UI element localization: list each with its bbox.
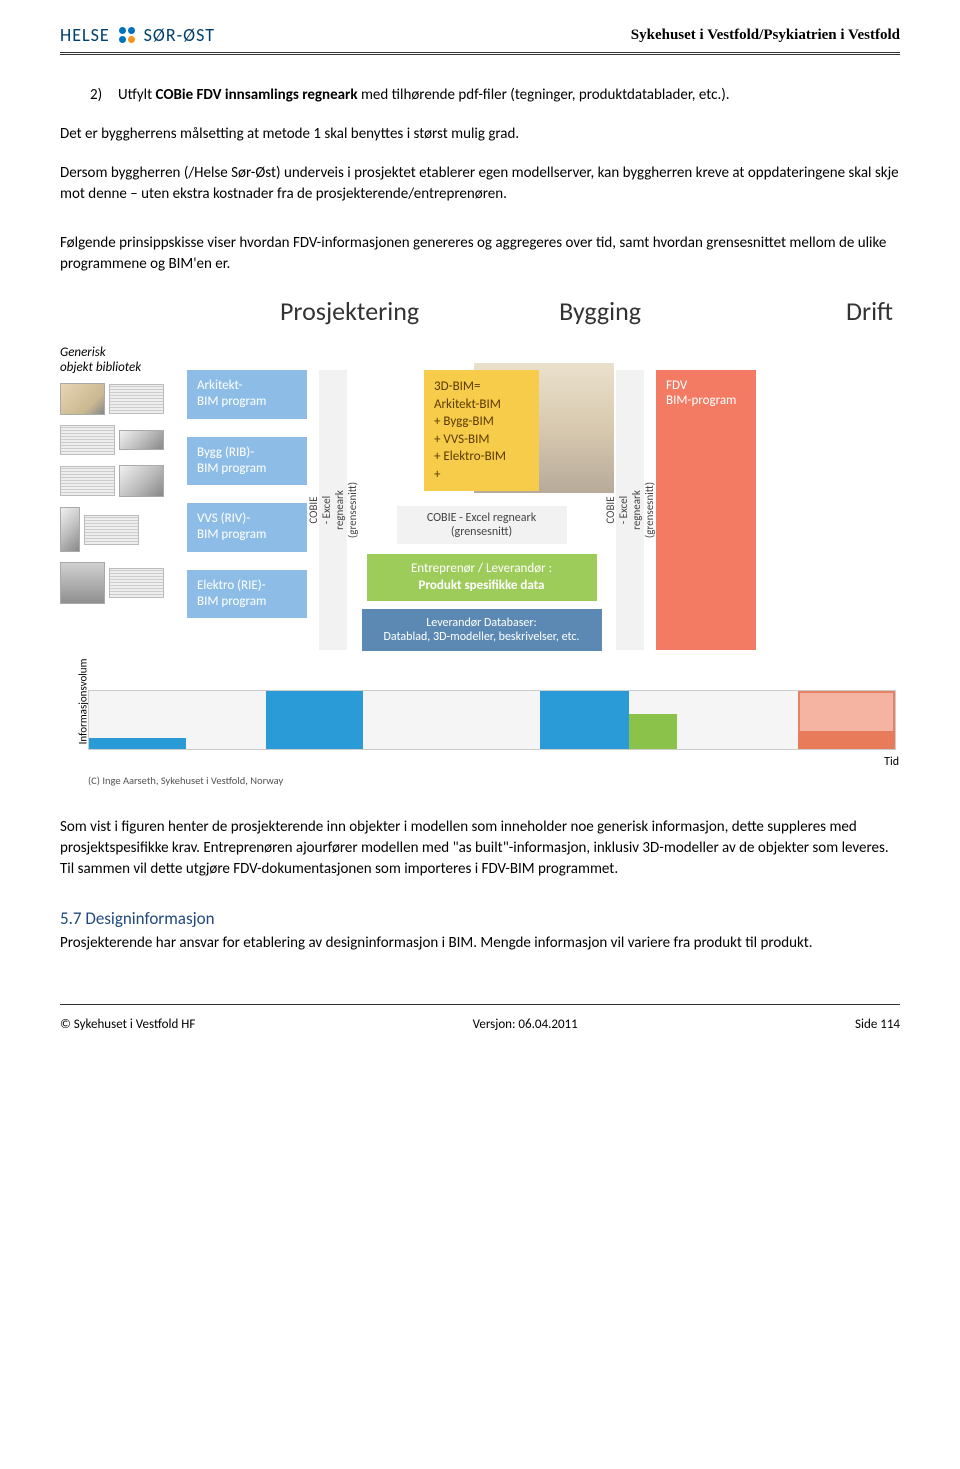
footer-right: Side 114 [855, 1017, 900, 1032]
library-column: Generisk objekt bibliotek [60, 345, 175, 651]
volume-track: Tid [88, 690, 896, 750]
program-vvs: VVS (RIV)- BIM program [187, 503, 307, 552]
list-content: Utfylt COBie FDV innsamlings regneark me… [118, 85, 730, 106]
volume-block [629, 714, 677, 749]
paragraph-4: Som vist i figuren henter de prosjektere… [60, 817, 900, 880]
phase-prosjektering: Prosjektering [280, 295, 419, 327]
header-divider [60, 52, 900, 55]
volume-block [540, 691, 629, 749]
library-item [60, 507, 175, 552]
entreprenor-box: Entreprenør / Leverandør : Produkt spesi… [367, 554, 597, 601]
page-footer: © Sykehuset i Vestfold HF Versjon: 06.04… [0, 1004, 960, 1056]
paragraph-3: Følgende prinsippskisse viser hvordan FD… [60, 233, 900, 275]
program-arkitekt: Arkitekt- BIM program [187, 370, 307, 419]
library-label: Generisk objekt bibliotek [60, 345, 175, 375]
library-item [60, 383, 175, 415]
volume-block [266, 691, 363, 749]
logo-dots-icon [119, 27, 135, 43]
paragraph-1: Det er byggherrens målsetting at metode … [60, 124, 900, 145]
volume-xlabel: Tid [884, 755, 899, 769]
library-item [60, 425, 175, 455]
section-heading: 5.7 Designinformasjon [60, 908, 900, 929]
bygging-column: 3D-BIM= Arkitekt-BIM + Bygg-BIM + VVS-BI… [359, 345, 604, 651]
footer-divider [60, 1004, 900, 1005]
paragraph-5: Prosjekterende har ansvar for etablering… [60, 933, 900, 954]
library-item [60, 562, 175, 604]
bim3d-box: 3D-BIM= Arkitekt-BIM + Bygg-BIM + VVS-BI… [424, 370, 539, 491]
cobie-interface-horizontal: COBIE - Excel regneark (grensesnitt) [397, 506, 567, 544]
logo: HELSE SØR-ØST [60, 24, 215, 46]
fdv-box: FDV BIM-program [656, 370, 756, 650]
programs-column: Arkitekt- BIM program Bygg (RIB)- BIM pr… [187, 345, 307, 651]
fdv-column: FDV BIM-program [656, 345, 756, 651]
library-item [60, 465, 175, 497]
phase-bygging: Bygging [559, 295, 641, 327]
logo-text-right: SØR-ØST [144, 24, 215, 46]
leverandor-box: Leverandør Databaser: Datablad, 3D-model… [362, 609, 602, 651]
footer-center: Versjon: 06.04.2011 [473, 1017, 578, 1032]
header-title: Sykehuset i Vestfold/Psykiatrien i Vestf… [631, 27, 900, 44]
diagram-copyright: (C) Inge Aarseth, Sykehuset i Vestfold, … [88, 774, 896, 787]
phase-labels: Prosjektering Bygging Drift [60, 295, 896, 327]
page-header: HELSE SØR-ØST Sykehuset i Vestfold/Psyki… [60, 24, 900, 46]
list-number: 2) [90, 85, 118, 106]
volume-chart: Informasjonsvolum Tid [60, 665, 896, 750]
cobie-interface-left: COBIE - Excel regneark (grensesnitt) [319, 370, 347, 650]
logo-text-left: HELSE [60, 24, 110, 46]
footer-left: © Sykehuset i Vestfold HF [60, 1017, 195, 1032]
volume-block [798, 731, 895, 748]
cobie-interface-right: COBIE - Excel regneark (grensesnitt) [616, 370, 644, 650]
paragraph-2: Dersom byggherren (/Helse Sør-Øst) under… [60, 163, 900, 205]
volume-block [89, 738, 186, 748]
principle-diagram: Prosjektering Bygging Drift Generisk obj… [60, 295, 896, 787]
program-bygg: Bygg (RIB)- BIM program [187, 437, 307, 486]
list-item-2: 2) Utfylt COBie FDV innsamlings regneark… [60, 85, 900, 106]
phase-drift: Drift [846, 295, 893, 327]
program-elektro: Elektro (RIE)- BIM program [187, 570, 307, 619]
